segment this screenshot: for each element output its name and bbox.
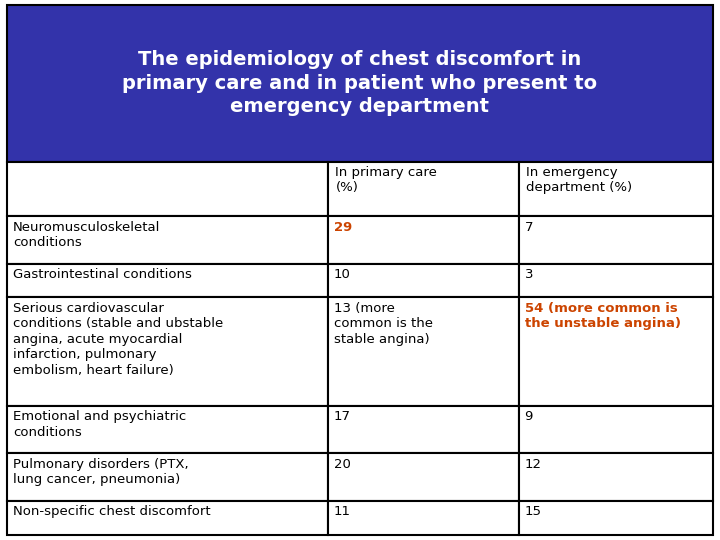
Text: Pulmonary disorders (PTX,
lung cancer, pneumonia): Pulmonary disorders (PTX, lung cancer, p…: [13, 458, 189, 486]
Bar: [518, 161, 713, 217]
Text: 13 (more
common is the
stable angina): 13 (more common is the stable angina): [334, 302, 433, 346]
Text: 3: 3: [524, 268, 533, 281]
Bar: [7, 264, 328, 298]
Bar: [7, 454, 328, 501]
Bar: [7, 161, 328, 217]
Text: 7: 7: [524, 221, 533, 234]
Bar: [518, 501, 713, 535]
Text: 29: 29: [334, 221, 352, 234]
Bar: [7, 298, 328, 406]
Text: 20: 20: [334, 458, 351, 471]
Text: The epidemiology of chest discomfort in
primary care and in patient who present : The epidemiology of chest discomfort in …: [122, 50, 598, 117]
Bar: [7, 406, 328, 454]
Bar: [7, 501, 328, 535]
Bar: [328, 298, 518, 406]
Text: Neuromusculoskeletal
conditions: Neuromusculoskeletal conditions: [13, 221, 161, 249]
Bar: [328, 406, 518, 454]
Bar: [328, 501, 518, 535]
Text: Serious cardiovascular
conditions (stable and ubstable
angina, acute myocardial
: Serious cardiovascular conditions (stabl…: [13, 302, 223, 377]
Text: 10: 10: [334, 268, 351, 281]
Bar: [7, 5, 713, 161]
Bar: [518, 406, 713, 454]
Text: 11: 11: [334, 505, 351, 518]
Bar: [328, 454, 518, 501]
Text: 17: 17: [334, 410, 351, 423]
Text: 54 (more common is
the unstable angina): 54 (more common is the unstable angina): [524, 302, 680, 330]
Text: In emergency
department (%): In emergency department (%): [526, 166, 632, 194]
Bar: [7, 217, 328, 264]
Bar: [518, 264, 713, 298]
Bar: [518, 454, 713, 501]
Bar: [328, 217, 518, 264]
Text: Emotional and psychiatric
conditions: Emotional and psychiatric conditions: [13, 410, 186, 439]
Text: In primary care
(%): In primary care (%): [336, 166, 437, 194]
Text: 9: 9: [524, 410, 533, 423]
Bar: [518, 217, 713, 264]
Text: Non-specific chest discomfort: Non-specific chest discomfort: [13, 505, 210, 518]
Text: Gastrointestinal conditions: Gastrointestinal conditions: [13, 268, 192, 281]
Bar: [328, 264, 518, 298]
Bar: [518, 298, 713, 406]
Text: 15: 15: [524, 505, 541, 518]
Text: 12: 12: [524, 458, 541, 471]
Bar: [328, 161, 518, 217]
